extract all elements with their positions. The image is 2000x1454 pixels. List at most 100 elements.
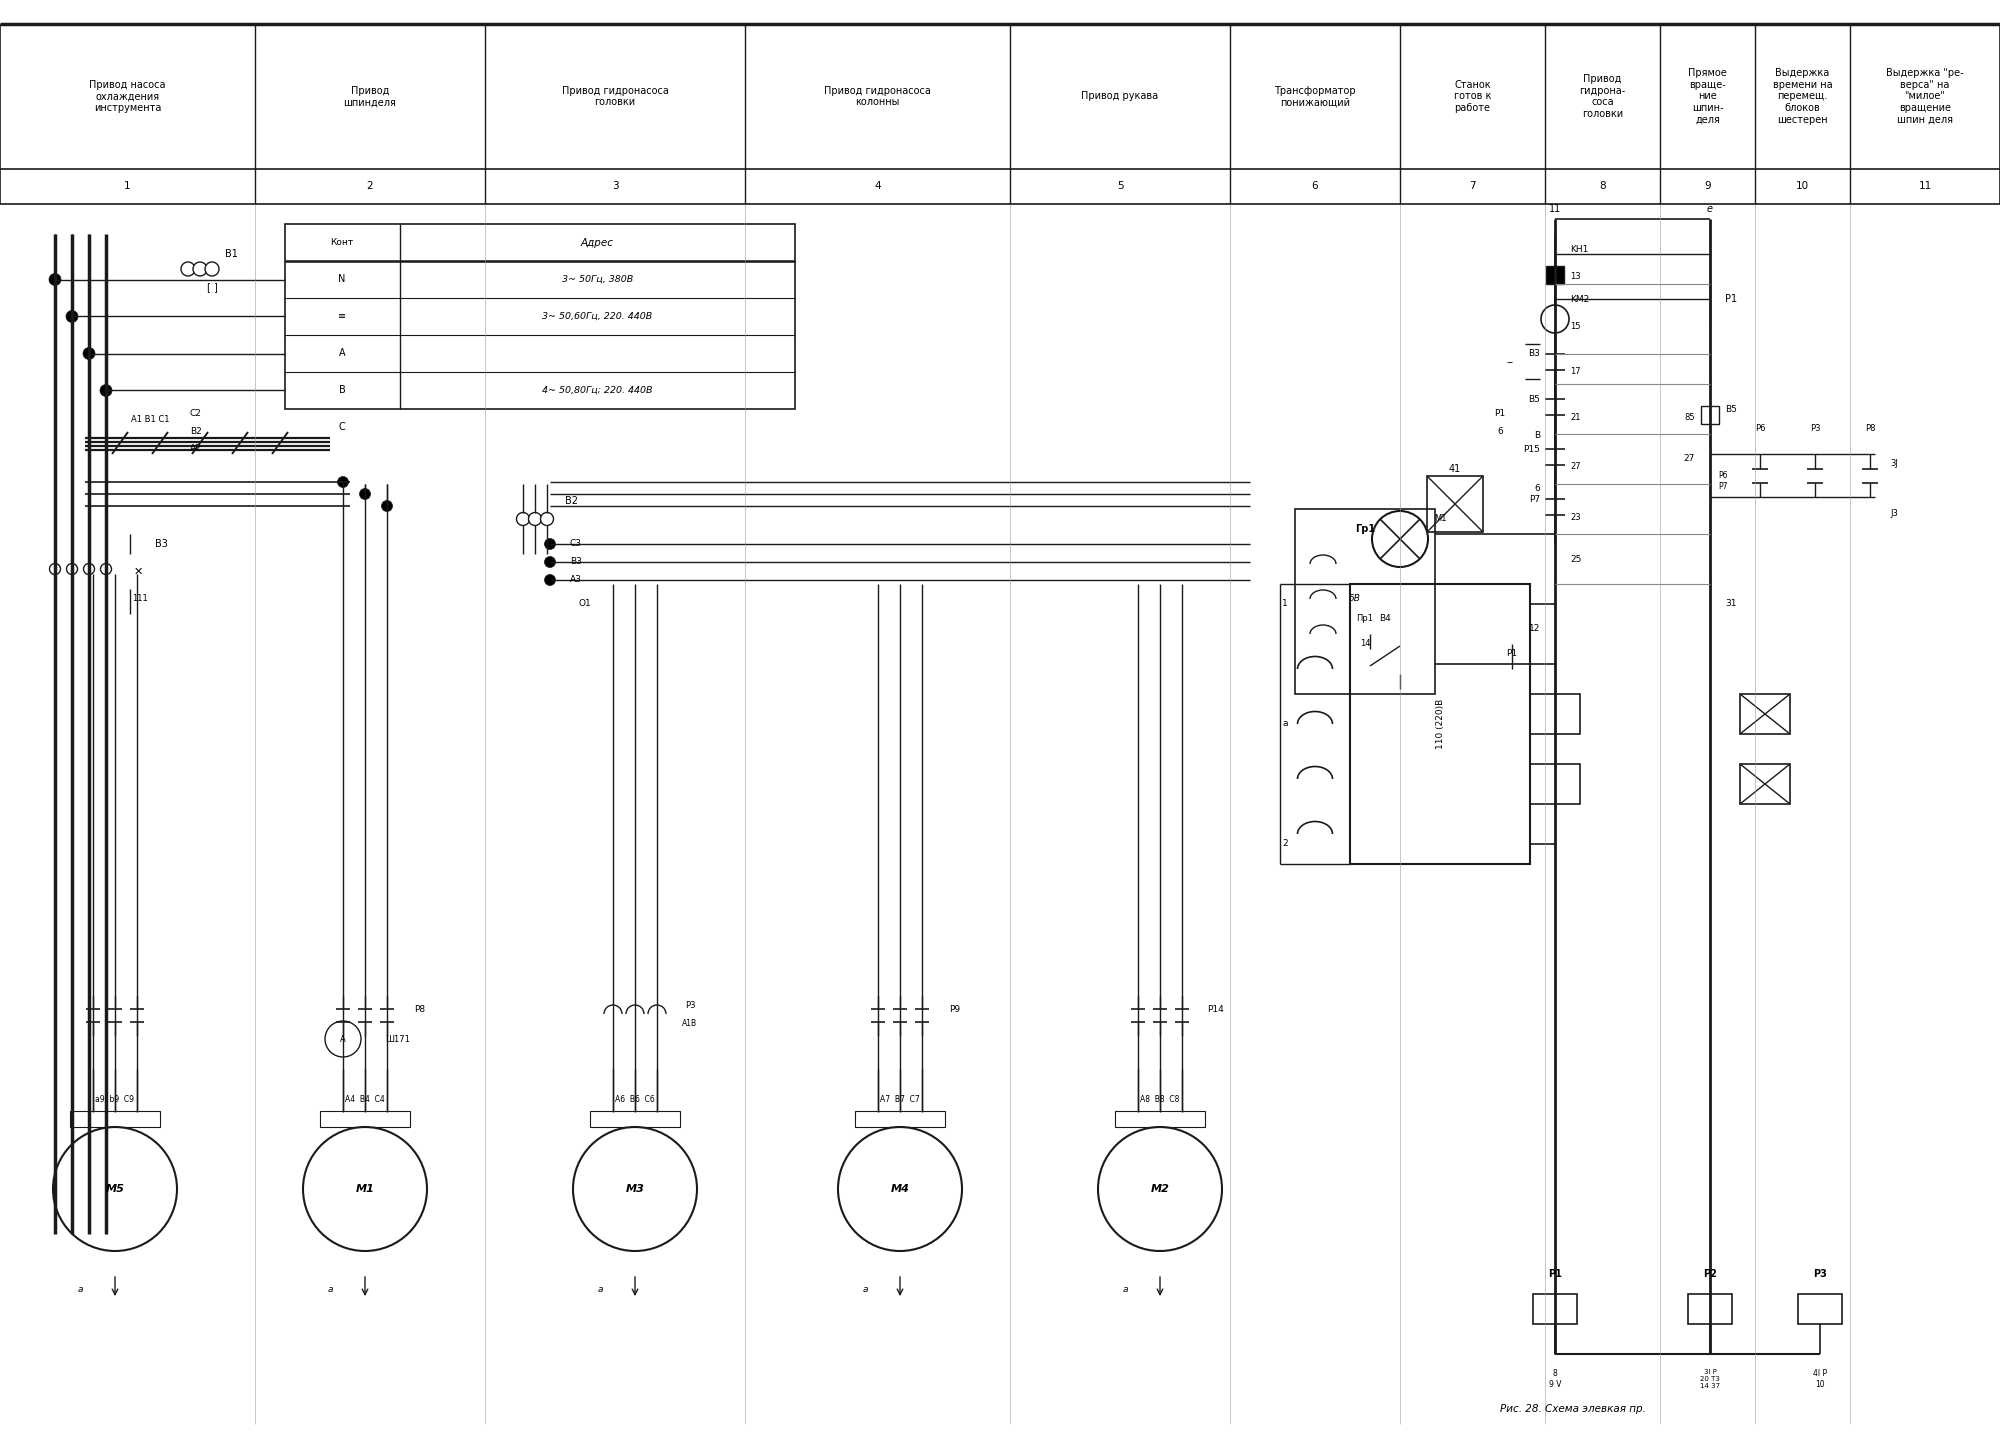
Circle shape [180, 262, 196, 276]
Text: O1: O1 [578, 599, 592, 609]
Text: 5: 5 [1116, 182, 1124, 192]
Text: A2: A2 [190, 445, 202, 454]
Text: P14: P14 [1206, 1005, 1224, 1013]
Text: P8: P8 [1864, 425, 1876, 433]
Text: 85: 85 [1684, 413, 1696, 422]
Text: A1 B1 C1: A1 B1 C1 [130, 414, 170, 423]
Text: B5: B5 [1724, 404, 1736, 413]
Circle shape [516, 512, 530, 525]
Text: C2: C2 [190, 410, 202, 419]
Text: 14: 14 [1360, 640, 1370, 648]
Circle shape [528, 512, 542, 525]
Text: 3~ 50,60Гц, 220. 440В: 3~ 50,60Гц, 220. 440В [542, 313, 652, 321]
Circle shape [1540, 305, 1568, 333]
Circle shape [382, 500, 392, 512]
Text: B3: B3 [570, 557, 582, 567]
Text: A8  B8  C8: A8 B8 C8 [1140, 1095, 1180, 1104]
Circle shape [100, 384, 112, 397]
Text: Выдержка "ре-
верса" на
"милое"
вращение
шпин деля: Выдержка "ре- верса" на "милое" вращение… [1886, 68, 1964, 125]
Text: Рис. 28. Схема элевкая пр.: Рис. 28. Схема элевкая пр. [1500, 1405, 1646, 1413]
Text: Трансформатор
понижающий: Трансформатор понижающий [1274, 86, 1356, 108]
Text: B1: B1 [224, 249, 238, 259]
Text: M4: M4 [890, 1184, 910, 1194]
Text: N: N [338, 275, 346, 285]
Text: P8: P8 [414, 1005, 426, 1013]
Text: 10: 10 [1796, 182, 1810, 192]
Circle shape [304, 1127, 428, 1250]
Text: a: a [328, 1284, 332, 1294]
Text: a9  b9  C9: a9 b9 C9 [96, 1095, 134, 1104]
Text: A7  B7  C7: A7 B7 C7 [880, 1095, 920, 1104]
Text: M1: M1 [356, 1184, 374, 1194]
Text: P1: P1 [1724, 294, 1738, 304]
Text: Привод насоса
охлаждения
инструмента: Привод насоса охлаждения инструмента [90, 80, 166, 113]
Circle shape [192, 262, 208, 276]
Text: 111: 111 [132, 595, 148, 603]
Circle shape [1372, 510, 1428, 567]
Circle shape [324, 1021, 360, 1057]
Text: 7: 7 [1470, 182, 1476, 192]
Text: Гр1: Гр1 [1354, 523, 1376, 534]
Text: A6  B6  C6: A6 B6 C6 [616, 1095, 654, 1104]
Bar [1798, 1294, 1842, 1325]
Bar [1530, 694, 1580, 734]
Text: a: a [78, 1284, 82, 1294]
Circle shape [1098, 1127, 1222, 1250]
Bar [70, 1111, 160, 1127]
Bar [286, 224, 796, 409]
Text: Ш171: Ш171 [384, 1034, 410, 1044]
Bar [856, 1111, 946, 1127]
Bar [1296, 509, 1436, 694]
Text: ≡: ≡ [338, 311, 346, 321]
Circle shape [540, 512, 554, 525]
Text: P3: P3 [1810, 425, 1820, 433]
Text: C3: C3 [570, 539, 582, 548]
Bar [1546, 266, 1564, 284]
Circle shape [544, 538, 556, 550]
Text: P1: P1 [1494, 410, 1506, 419]
Text: 4: 4 [874, 182, 880, 192]
Text: 41: 41 [1448, 464, 1462, 474]
Text: Привод гидронасоса
головки: Привод гидронасоса головки [562, 86, 668, 108]
Text: Привод
гидрона-
соса
головки: Привод гидрона- соса головки [1580, 74, 1626, 119]
Text: Привод гидронасоса
колонны: Привод гидронасоса колонны [824, 86, 930, 108]
Text: Адрес: Адрес [580, 237, 614, 247]
Circle shape [338, 477, 348, 487]
Text: 23: 23 [1570, 512, 1580, 522]
Circle shape [66, 564, 78, 574]
Text: A1B: A1B [682, 1019, 698, 1028]
Text: 110 (220)B: 110 (220)B [1436, 699, 1444, 749]
Bar [1740, 694, 1790, 734]
Text: B4: B4 [1380, 615, 1390, 624]
Text: --: -- [1506, 358, 1514, 366]
Bar [590, 1111, 680, 1127]
Text: 8: 8 [1600, 182, 1606, 192]
Text: 8
9 V: 8 9 V [1548, 1370, 1562, 1389]
Text: a: a [1282, 720, 1288, 728]
Text: 3~ 50Гц, 380В: 3~ 50Гц, 380В [562, 275, 634, 284]
Text: J3: J3 [1890, 509, 1898, 519]
Text: P15: P15 [1524, 445, 1540, 454]
Text: P1: P1 [1506, 650, 1518, 659]
Bar [1740, 763, 1790, 804]
Text: 6: 6 [1498, 426, 1502, 436]
Text: 1: 1 [124, 182, 130, 192]
Text: B2: B2 [190, 427, 202, 436]
Text: B5: B5 [1528, 394, 1540, 404]
Circle shape [360, 489, 370, 500]
Text: 15: 15 [1570, 323, 1580, 332]
Text: Конт: Конт [330, 238, 354, 247]
Text: 25: 25 [1570, 554, 1582, 564]
Text: KM2: KM2 [1570, 295, 1590, 304]
Text: M5: M5 [106, 1184, 124, 1194]
Text: ✕: ✕ [134, 567, 142, 577]
Text: P7: P7 [1528, 494, 1540, 503]
Text: A4  B4  C4: A4 B4 C4 [346, 1095, 384, 1104]
Text: 4~ 50,80Гц; 220. 440В: 4~ 50,80Гц; 220. 440В [542, 385, 652, 395]
Text: M2: M2 [1150, 1184, 1170, 1194]
Text: Пр1: Пр1 [1356, 615, 1374, 624]
Text: 27: 27 [1570, 462, 1580, 471]
Text: 31: 31 [1724, 599, 1736, 609]
Text: a: a [862, 1284, 868, 1294]
Text: A: A [340, 1034, 346, 1044]
